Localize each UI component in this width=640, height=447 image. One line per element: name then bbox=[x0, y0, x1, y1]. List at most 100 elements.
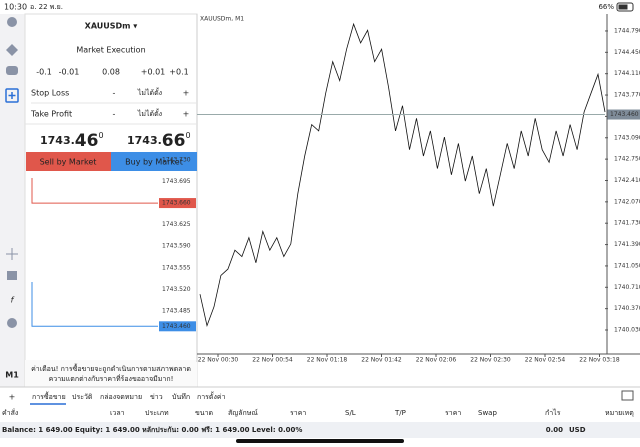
execution-mode[interactable]: Market Execution bbox=[76, 46, 145, 55]
stop-loss-plus[interactable]: + bbox=[183, 89, 190, 98]
take-profit-value[interactable]: ไม่ได้ตั้ง bbox=[137, 107, 162, 118]
add-button[interactable]: + bbox=[9, 393, 16, 402]
take-profit-minus[interactable]: - bbox=[113, 110, 116, 119]
total-profit: 0.00 bbox=[546, 426, 563, 434]
tab[interactable]: ประวัติ bbox=[72, 393, 93, 401]
y-tick-label: 1740.030 bbox=[614, 327, 640, 334]
take-profit-plus[interactable]: + bbox=[183, 110, 190, 119]
buy-button[interactable] bbox=[111, 152, 197, 171]
column-header[interactable]: ขนาด bbox=[195, 409, 213, 417]
bid-label-box bbox=[607, 109, 640, 120]
x-tick-label: 22 Nov 01:42 bbox=[361, 357, 402, 364]
bid-line bbox=[31, 282, 158, 327]
column-header[interactable]: Swap bbox=[478, 409, 497, 417]
tab[interactable]: บันทึก bbox=[172, 392, 190, 401]
ask-label-box bbox=[159, 198, 196, 209]
bid-sup: 0 bbox=[98, 131, 103, 140]
battery-text: 66% bbox=[598, 3, 614, 11]
x-tick-label: 22 Nov 02:54 bbox=[525, 357, 566, 364]
ask-head: 1743. bbox=[127, 134, 162, 147]
chat-icon[interactable] bbox=[6, 66, 18, 75]
home-indicator bbox=[236, 439, 404, 443]
mini-tick-label: 1743.555 bbox=[162, 264, 191, 271]
mini-tick-label: 1743.625 bbox=[162, 221, 191, 228]
y-tick-label: 1744.790 bbox=[614, 27, 640, 34]
new-order-plus bbox=[8, 92, 16, 99]
candles-icon[interactable] bbox=[7, 271, 17, 280]
x-tick-label: 22 Nov 00:30 bbox=[198, 357, 239, 364]
mini-tick-label: 1743.485 bbox=[162, 307, 191, 314]
y-tick-label: 1742.750 bbox=[614, 156, 640, 163]
tab[interactable]: การซื้อขาย bbox=[32, 390, 66, 401]
chart-title: XAUUSDm, M1 bbox=[200, 16, 244, 23]
tab[interactable]: ข่าว bbox=[150, 393, 163, 401]
y-tick-label: 1740.710 bbox=[614, 284, 640, 291]
y-tick-label: 1741.390 bbox=[614, 241, 640, 248]
indicator-icon[interactable]: f bbox=[11, 296, 15, 305]
column-header[interactable]: S/L bbox=[345, 409, 356, 417]
warning-box bbox=[25, 360, 197, 387]
stop-loss-minus[interactable]: - bbox=[113, 89, 116, 98]
balance-bar bbox=[0, 422, 640, 438]
price-line bbox=[199, 22, 606, 328]
y-tick-label: 1742.410 bbox=[614, 177, 640, 184]
volume-step[interactable]: -0.1 bbox=[36, 68, 52, 77]
trade-icon[interactable] bbox=[6, 44, 18, 56]
ask-price: 1743.660 bbox=[127, 131, 191, 152]
warning-text: ความแตกต่างกับราคาที่ร้องขออาจมีมาก! bbox=[49, 374, 174, 383]
mini-tick-label: 1743.590 bbox=[162, 243, 191, 250]
status-date: อ. 22 พ.ย. bbox=[30, 3, 63, 11]
sell-button-label[interactable]: Sell by Market bbox=[40, 158, 97, 167]
column-header[interactable]: ประเภท bbox=[145, 409, 169, 417]
sell-button[interactable] bbox=[26, 152, 111, 171]
status-time: 10:30 bbox=[4, 3, 27, 12]
column-header[interactable]: ราคา bbox=[445, 409, 461, 417]
expand-icon[interactable] bbox=[621, 390, 634, 401]
objects-icon[interactable] bbox=[7, 318, 17, 328]
bid-label: 1743.460 bbox=[162, 323, 191, 330]
ask-big: 66 bbox=[162, 131, 186, 151]
tab[interactable]: การตั้งค่า bbox=[197, 390, 226, 401]
timeframe[interactable]: M1 bbox=[5, 371, 19, 380]
tab[interactable]: กล่องจดหมาย bbox=[100, 393, 142, 401]
y-tick-label: 1743.090 bbox=[614, 134, 640, 141]
account-icon[interactable] bbox=[7, 17, 17, 27]
y-tick-label: 1742.070 bbox=[614, 198, 640, 205]
battery-level bbox=[618, 4, 628, 10]
column-header[interactable]: T/P bbox=[394, 409, 406, 417]
buy-button-label[interactable]: Buy by Market bbox=[125, 158, 183, 167]
ask-sup: 0 bbox=[185, 131, 190, 140]
y-tick-label: 1741.050 bbox=[614, 262, 640, 269]
new-order-icon[interactable] bbox=[5, 88, 19, 103]
x-tick-label: 22 Nov 01:18 bbox=[307, 357, 348, 364]
symbol-selector[interactable]: XAUUSDm ▾ bbox=[85, 22, 138, 31]
x-tick-label: 22 Nov 00:54 bbox=[252, 357, 293, 364]
bid-label-box bbox=[159, 321, 196, 332]
y-tick-label: 1744.110 bbox=[614, 70, 640, 77]
column-header[interactable]: คำสั่ง bbox=[2, 408, 18, 417]
y-tick-label: 1741.730 bbox=[614, 220, 640, 227]
volume-step[interactable]: -0.01 bbox=[59, 68, 80, 77]
stop-loss-value[interactable]: ไม่ได้ตั้ง bbox=[137, 86, 162, 97]
mini-tick-label: 1743.695 bbox=[162, 178, 191, 185]
y-tick-label: 1740.370 bbox=[614, 305, 640, 312]
crosshair-icon[interactable] bbox=[6, 248, 18, 260]
x-tick-label: 22 Nov 02:06 bbox=[416, 357, 457, 364]
take-profit-label: Take Profit bbox=[30, 110, 72, 119]
x-tick-label: 22 Nov 02:30 bbox=[470, 357, 511, 364]
ask-label: 1743.660 bbox=[162, 200, 191, 207]
mini-tick-label: 1743.520 bbox=[162, 286, 191, 293]
volume-step[interactable]: +0.1 bbox=[169, 68, 188, 77]
column-header[interactable]: เวลา bbox=[110, 409, 125, 417]
battery-icon bbox=[616, 2, 634, 12]
currency: USD bbox=[569, 426, 586, 434]
column-header[interactable]: หมายเหตุ bbox=[605, 409, 634, 417]
column-header[interactable]: สัญลักษณ์ bbox=[228, 409, 258, 417]
bid-head: 1743. bbox=[40, 134, 75, 147]
volume-step[interactable]: +0.01 bbox=[141, 68, 166, 77]
column-header[interactable]: ราคา bbox=[290, 409, 306, 417]
column-header[interactable]: กำไร bbox=[545, 408, 561, 417]
y-tick-label: 1743.770 bbox=[614, 92, 640, 99]
stop-loss-label: Stop Loss bbox=[31, 89, 69, 98]
volume-value[interactable]: 0.08 bbox=[102, 68, 120, 77]
